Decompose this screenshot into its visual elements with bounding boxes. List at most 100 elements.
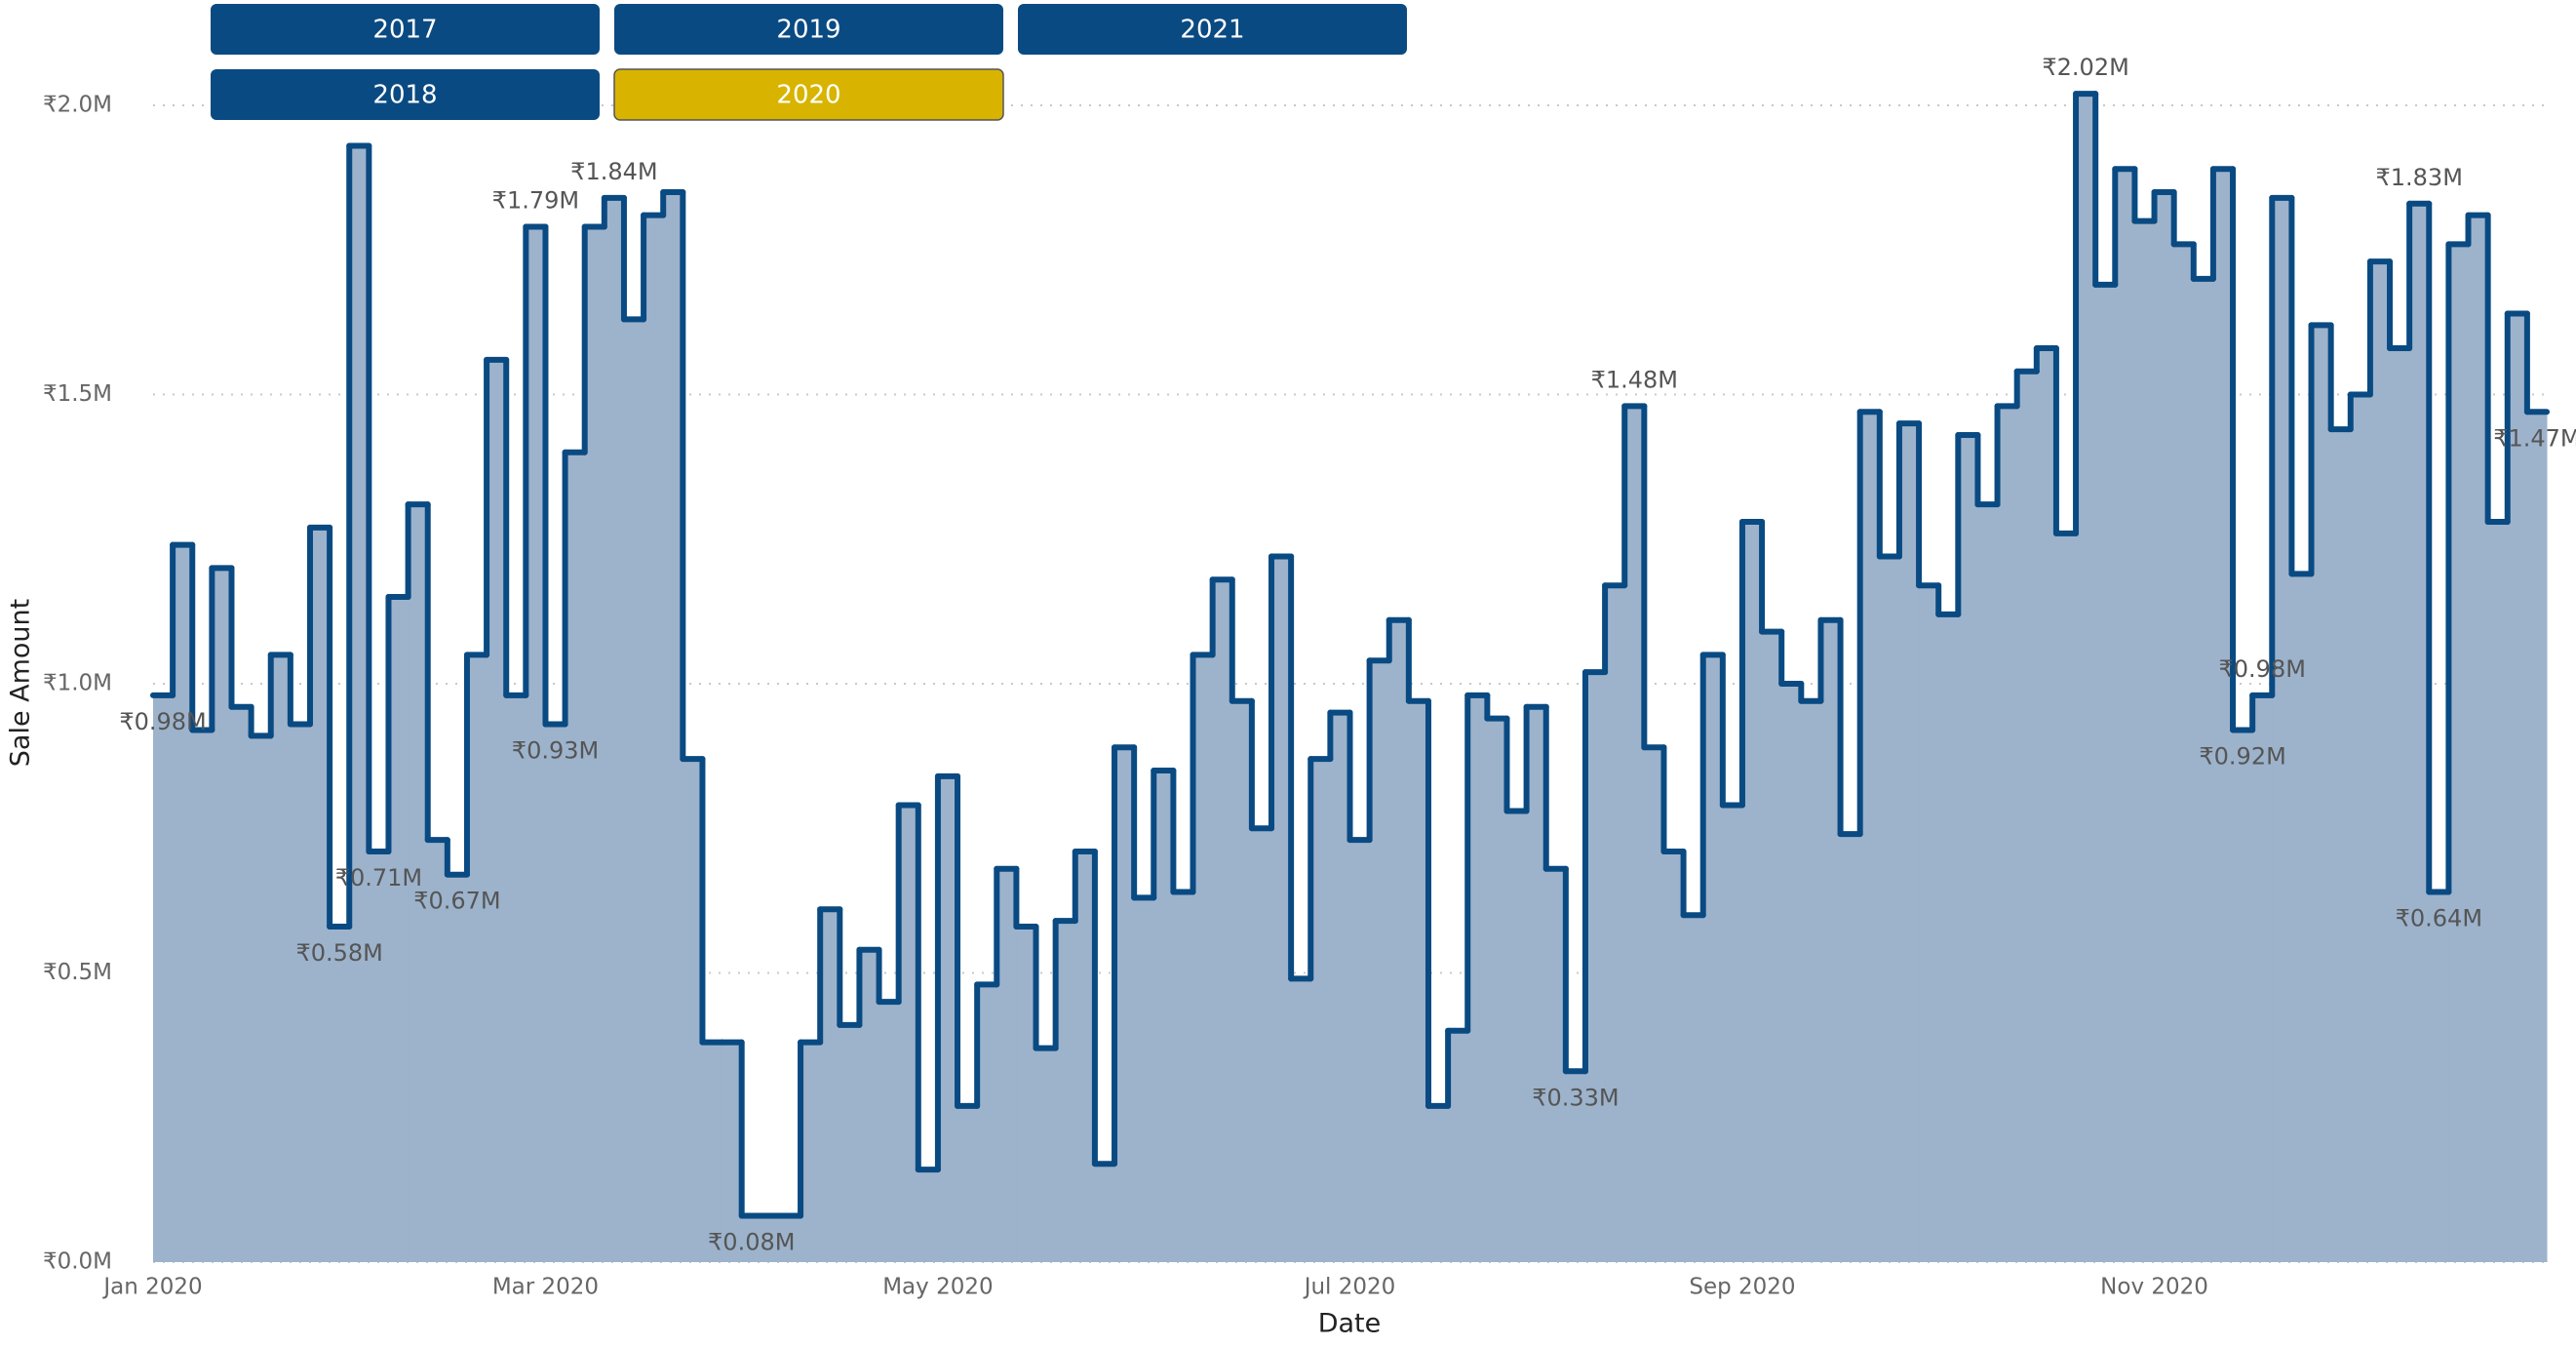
data-label: ₹0.98M [2219,655,2306,683]
area-step [487,359,507,1262]
area-step [526,226,546,1262]
area-step [1919,585,1939,1262]
area-step [1938,614,1959,1262]
area-step [1369,660,1390,1262]
area-step [466,654,488,1262]
area-step [1231,700,1253,1262]
area-step [584,226,605,1262]
y-axis-title: Sale Amount [6,599,36,767]
area-step [1879,556,1900,1262]
area-step [1427,1105,1449,1262]
area-step [604,197,625,1262]
year-button-label[interactable]: 2019 [776,16,840,45]
area-step [1741,521,1763,1262]
area-step [369,851,389,1262]
area-step [702,1042,723,1262]
area-step [1702,654,1724,1262]
area-step [623,319,644,1262]
area-step [1251,828,1272,1262]
x-tick-label: Sep 2020 [1689,1275,1795,1300]
y-tick-label: ₹0.0M [43,1249,112,1275]
area-step [741,1215,762,1262]
data-label: ₹0.98M [119,708,206,735]
area-step [1016,927,1037,1262]
area-step [2507,313,2528,1263]
area-step [2233,730,2253,1262]
area-step [683,759,703,1262]
area-step [957,1105,978,1262]
area-step [2016,371,2038,1262]
year-button[interactable] [211,69,600,120]
data-label: ₹0.58M [295,939,382,967]
area-step [1114,747,1135,1262]
year-button-label[interactable]: 2020 [776,81,840,110]
area-step [270,654,292,1262]
area-step [2311,325,2332,1263]
year-button[interactable] [614,4,1003,55]
area-step [1173,891,1194,1262]
area-step [1840,834,1861,1262]
year-button-label[interactable]: 2021 [1180,16,1244,45]
area-step [2291,574,2313,1262]
area-step [2252,694,2273,1262]
area-step [644,215,664,1262]
data-label: ₹0.33M [1532,1084,1619,1111]
x-axis-title: Date [1318,1309,1382,1339]
year-button[interactable] [1018,4,1407,55]
area-step [1722,805,1743,1262]
year-button-label[interactable]: 2018 [372,81,437,110]
area-step [839,1024,860,1262]
area-step [2212,169,2234,1263]
data-label: ₹1.48M [1591,366,1678,393]
area-step [937,775,958,1262]
area-step [192,730,213,1262]
area-step [1388,619,1410,1262]
area-step [1958,435,1978,1262]
area-step [1663,851,1685,1262]
area-step [1271,556,1292,1262]
year-button[interactable] [211,4,600,55]
data-label: ₹0.67M [413,888,500,915]
data-label: ₹0.71M [335,864,422,891]
area-step [506,694,527,1262]
area-step [1683,915,1704,1262]
area-step [1820,619,1842,1262]
area-step [1526,706,1547,1262]
area-step [800,1042,821,1262]
area-step [212,568,232,1262]
area-step [1310,759,1331,1262]
area-step [898,805,919,1262]
area-step [2468,215,2489,1262]
area-step [309,527,331,1262]
area-step [1545,868,1567,1262]
area-step [1762,631,1782,1262]
year-button-label[interactable]: 2017 [372,16,437,45]
area-step [1977,504,1999,1262]
area-step [2409,203,2430,1262]
area-step [1565,1071,1586,1262]
area-step [1584,672,1606,1262]
x-tick-label: May 2020 [882,1275,993,1300]
area-step [878,1002,900,1262]
area-step [2154,191,2175,1263]
area-step [447,874,468,1262]
area-step [1035,1048,1057,1262]
year-button[interactable] [613,68,1004,121]
area-step [2272,197,2292,1262]
area-step [1134,897,1154,1262]
area-step [1487,718,1507,1262]
area-step [1624,406,1645,1262]
area-step [1859,412,1881,1262]
area-step [1330,712,1350,1262]
area-step [251,735,272,1262]
area-step [1605,585,1625,1262]
area-step [917,1169,939,1262]
area-step [2173,244,2195,1262]
area-step [1094,1164,1115,1262]
x-tick-label: Mar 2020 [492,1275,599,1300]
area-step [1349,840,1371,1262]
area-step [1997,406,2018,1262]
area-step [722,1042,743,1262]
area-step [408,504,429,1262]
